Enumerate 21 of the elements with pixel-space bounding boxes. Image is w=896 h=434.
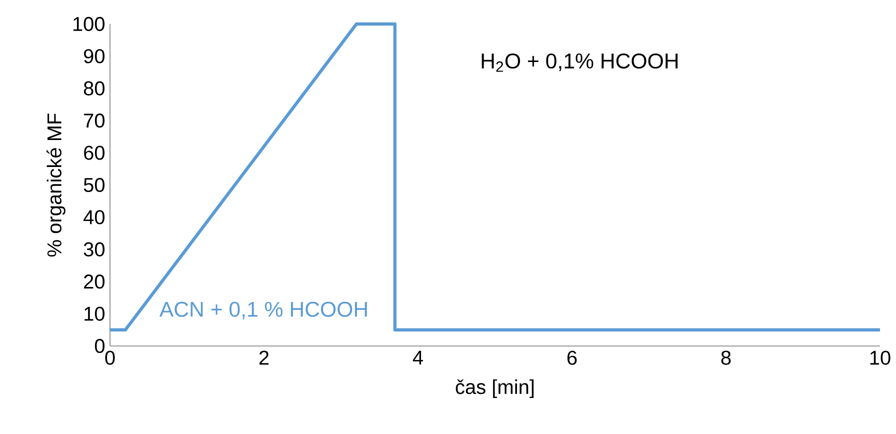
y-tick-label: 100 [73, 16, 104, 32]
y-tick-label: 70 [84, 114, 104, 128]
y-tick-label: 60 [84, 146, 104, 160]
x-axis-title: čas [min] [456, 379, 534, 398]
x-tick-label: 10 [870, 350, 890, 365]
x-tick-label: 2 [259, 350, 269, 365]
y-tick-label: 30 [84, 242, 104, 256]
y-axis-title: % organické MF [46, 114, 66, 257]
y-tick-label: 0 [94, 338, 105, 354]
y-tick-label: 20 [84, 274, 104, 289]
x-tick-label: 0 [105, 350, 115, 365]
x-tick-label: 8 [721, 350, 731, 365]
y-tick-label: 40 [84, 210, 104, 224]
y-tick-label: 80 [84, 81, 104, 96]
y-tick-label: 90 [84, 49, 104, 64]
y-tick-label: 50 [84, 178, 104, 192]
annotation: ACN + 0,1 % HCOOH [159, 302, 367, 320]
annotation: H$_{2}$O + 0,1% HCOOH [482, 53, 678, 72]
x-tick-label: 6 [567, 350, 577, 365]
x-tick-label: 4 [412, 350, 423, 364]
y-tick-label: 10 [84, 306, 104, 321]
